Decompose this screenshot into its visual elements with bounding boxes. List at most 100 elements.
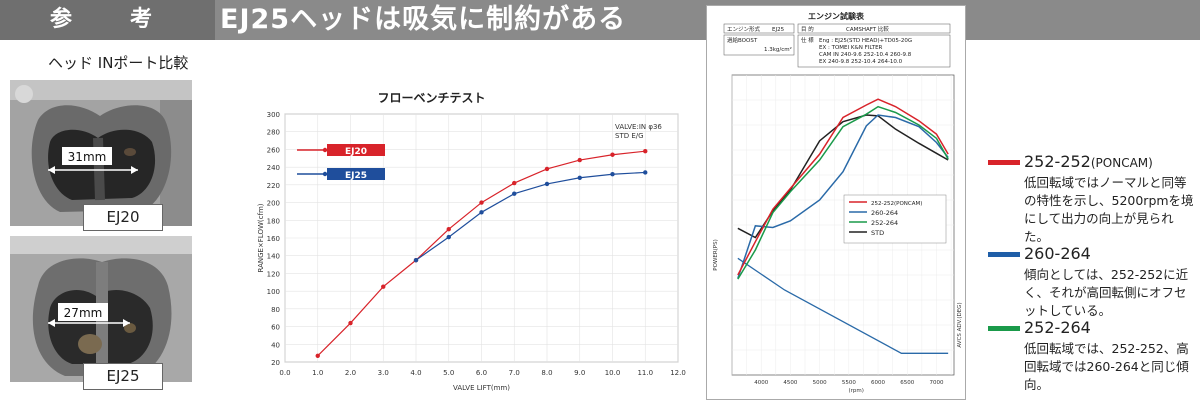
engine-test-title: エンジン試験表 [808,11,865,21]
dyno-legend-label: 260-264 [871,209,898,217]
flow-data-point [544,181,550,187]
spec-purpose-value: CAMSHAFT 比較 [846,25,889,33]
spec-cell [797,34,951,68]
dyno-legend-box [843,194,947,244]
dyno-x-tick-label: 5500 [842,380,856,386]
flow-legend-marker [322,171,328,177]
dyno-legend-label: STD [871,229,884,237]
flow-legend-label: EJ25 [345,171,367,181]
flow-x-tick-label: 0.0 [279,369,290,377]
flow-data-point [577,175,582,180]
flow-legend-label: EJ20 [345,147,367,157]
flow-x-tick-label: 1.0 [312,369,323,377]
flow-data-point [643,170,648,175]
dyno-series-line [737,98,949,276]
flow-x-tick-label: 12.0 [670,369,686,377]
ej20-label-box: EJ20 [83,204,163,231]
dyno-x-tick-label: 4500 [783,380,797,386]
flow-y-tick-label: 180 [267,217,280,225]
port-comparison-title: ヘッド INポート比較 [48,54,189,72]
spec-purpose-label: 目 的 [801,25,814,33]
flow-y-tick-label: 260 [267,146,280,154]
reference-tag-char-2: 考 [130,7,153,32]
spec-engine-label: エンジン形式 [727,25,761,33]
flow-x-tick-label: 8.0 [541,369,552,377]
flow-y-tick-label: 280 [267,129,280,137]
spec-line: CAM IN 240-9.6 252-10.4 260-9.8 [819,52,912,58]
flow-data-point [577,157,582,163]
avcs-advance-line [737,257,949,354]
flow-x-tick-label: 2.0 [345,369,356,377]
flow-x-tick-label: 11.0 [637,369,653,377]
legend-description: 傾向としては、252-252に近く、それが高回転側にオフセットしている。 [1024,267,1189,318]
flow-x-tick-label: 4.0 [410,369,421,377]
flow-data-point [479,210,484,215]
dyno-series-line [737,105,949,280]
dyno-legend: 252-252(PONCAM) 260-264 252-264 STD [843,194,947,244]
dyno-legend-label: 252-252(PONCAM) [871,201,922,207]
legend-description: 低回転域では、252-252、高回転域では260-264と同じ傾向。 [1024,341,1189,392]
legend-swatch [988,160,1020,165]
reference-tag: 参 考 [0,0,215,40]
spec-cell [723,34,795,56]
ej20-width-label: 31mm [68,150,107,164]
flow-data-point [610,152,615,157]
ej25-width-label: 27mm [64,306,103,320]
flow-bench-chart: フローベンチテスト 0.0 1.0 2.0 3.0 4.0 5.0 6.0 7.0 8.0 9.0 1… [257,91,686,392]
flow-legend-swatch [327,168,385,180]
legend-name: 252-264 [1024,318,1091,337]
dyno-x-tick-label: 5000 [813,380,827,386]
port-dimension-overlays: 31mm 27mm [48,147,138,327]
spec-engine-value: EJ25 [772,27,785,33]
flow-x-axis-label: VALVE LIFT(mm) [453,384,510,392]
legend-swatch [988,326,1020,331]
legend-name: 252-252(PONCAM) [1024,152,1153,171]
flow-data-point [381,284,386,289]
dyno-legend-label: 252-264 [871,219,898,227]
flow-y-tick-label: 20 [271,359,280,367]
legend-description: 低回転域ではノーマルと同等の特性を示し、5200rpmを境にして出力の向上が見ら… [1024,175,1194,244]
flow-y-tick-label: 140 [267,253,280,261]
flow-x-tick-label: 3.0 [378,369,389,377]
dyno-x-tick-label: 7000 [929,380,943,386]
flow-data-point [544,166,550,172]
flow-data-point [413,257,419,263]
spec-boost-label: 過給BOOST [727,36,758,44]
spec-line: EX : TOMEI K&N FILTER [819,45,883,51]
flow-legend-swatch [327,144,385,156]
flow-y-tick-label: 120 [267,270,280,278]
spec-cell [797,23,951,34]
flow-y-tick-label: 200 [267,200,280,208]
dyno-x-tick-label: 4000 [754,380,768,386]
flow-y-tick-label: 300 [267,111,280,119]
flow-x-tick-label: 7.0 [509,369,520,377]
flow-y-tick-label: 160 [267,235,280,243]
flow-legend-marker [322,147,328,153]
flow-data-point [512,191,517,196]
flow-data-point [643,149,648,154]
legend-name: 260-264 [1024,244,1091,263]
flow-x-tick-label: 5.0 [443,369,454,377]
spec-cell [723,23,795,34]
flow-y-tick-label: 100 [267,288,280,296]
flow-series-line-ej25 [415,171,646,261]
flow-y-tick-label: 240 [267,164,280,172]
dyno-series-line [737,114,949,279]
spec-boost-value: 1.3kg/cm² [764,46,792,53]
flow-y-tick-label: 40 [271,341,280,349]
legend-name-suffix: (PONCAM) [1090,156,1153,170]
spec-label: 仕 様 [801,36,814,44]
flow-x-tick-label: 6.0 [476,369,487,377]
flow-y-tick-label: 80 [271,306,280,314]
flow-x-tick-label: 10.0 [605,369,621,377]
flow-data-point [610,172,615,177]
flow-y-tick-label: 60 [271,324,280,332]
flow-y-tick-label: 220 [267,182,280,190]
flow-annotation-2: STD E/G [615,132,644,140]
dyno-y2-axis-label: AVCS ADV.(DEG) [957,302,963,347]
dyno-y-axis-label: POWER(PS) [713,239,719,270]
flow-y-axis-label: RANGE×FLOW(cfm) [257,203,265,272]
reference-tag-char-1: 参 [50,7,73,32]
